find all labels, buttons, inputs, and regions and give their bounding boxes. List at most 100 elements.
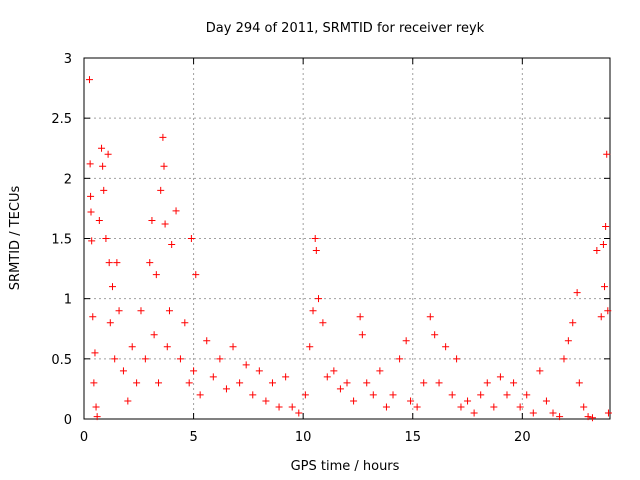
y-tick-label: 2.5 bbox=[51, 112, 72, 127]
data-point bbox=[137, 307, 145, 315]
data-point bbox=[209, 373, 217, 381]
data-point bbox=[242, 361, 250, 369]
data-point bbox=[560, 355, 568, 363]
data-point bbox=[106, 319, 114, 327]
data-point bbox=[306, 343, 314, 351]
data-point bbox=[104, 150, 112, 158]
y-tick-label: 2 bbox=[64, 172, 72, 187]
data-point bbox=[152, 271, 160, 279]
data-point bbox=[311, 235, 319, 242]
data-point bbox=[159, 133, 167, 141]
data-point bbox=[601, 283, 609, 291]
data-point bbox=[382, 403, 390, 411]
x-tick-label: 5 bbox=[189, 430, 197, 445]
data-point bbox=[87, 192, 95, 200]
data-point bbox=[150, 331, 158, 339]
data-point bbox=[172, 207, 180, 215]
data-point bbox=[124, 397, 132, 405]
data-point bbox=[95, 216, 103, 224]
data-point bbox=[295, 409, 303, 417]
data-point bbox=[133, 379, 141, 387]
data-point bbox=[185, 379, 193, 387]
data-point bbox=[483, 379, 491, 387]
data-point bbox=[236, 379, 244, 387]
data-point bbox=[358, 331, 366, 339]
x-tick-label: 20 bbox=[514, 430, 531, 445]
data-point bbox=[503, 391, 511, 399]
data-point bbox=[602, 222, 610, 230]
data-point bbox=[160, 162, 168, 170]
data-point bbox=[549, 409, 557, 417]
data-point bbox=[413, 403, 421, 411]
data-point bbox=[157, 186, 165, 194]
data-point bbox=[336, 385, 344, 393]
data-point bbox=[569, 319, 577, 327]
data-point bbox=[102, 235, 110, 242]
data-point bbox=[564, 337, 572, 345]
data-point bbox=[165, 307, 173, 315]
data-point bbox=[89, 313, 97, 321]
data-point bbox=[604, 409, 612, 417]
data-point bbox=[216, 355, 224, 363]
data-point bbox=[604, 307, 612, 315]
axis-ticks: 0 5 10 15 20 0 0.5 1 1.5 2 2.5 3 bbox=[51, 52, 610, 445]
data-point bbox=[98, 144, 106, 152]
data-point bbox=[356, 313, 364, 321]
data-point bbox=[88, 237, 96, 245]
data-point bbox=[192, 271, 200, 279]
data-point bbox=[343, 379, 351, 387]
data-point bbox=[99, 162, 107, 170]
data-point bbox=[376, 367, 384, 375]
y-tick-label: 0 bbox=[64, 413, 72, 428]
data-point bbox=[536, 367, 544, 375]
data-point bbox=[477, 391, 485, 399]
data-point bbox=[268, 379, 276, 387]
data-point bbox=[100, 186, 108, 194]
data-point bbox=[190, 367, 198, 375]
plot-frame bbox=[83, 57, 611, 420]
data-point bbox=[196, 391, 204, 399]
data-point bbox=[442, 343, 450, 351]
data-point bbox=[593, 247, 601, 255]
data-point bbox=[255, 367, 263, 375]
data-point bbox=[181, 319, 189, 327]
data-point bbox=[105, 259, 113, 267]
data-point bbox=[148, 216, 156, 224]
data-point bbox=[323, 373, 331, 381]
data-point bbox=[115, 307, 123, 315]
data-point bbox=[282, 373, 290, 381]
x-tick-label: 15 bbox=[404, 430, 421, 445]
data-point bbox=[431, 331, 439, 339]
data-point bbox=[87, 208, 95, 216]
chart-title: Day 294 of 2011, SRMTID for receiver rey… bbox=[206, 21, 485, 36]
data-point bbox=[369, 391, 377, 399]
data-point bbox=[350, 397, 358, 405]
data-point bbox=[597, 313, 605, 321]
data-point bbox=[315, 295, 323, 303]
data-point bbox=[599, 241, 607, 249]
data-point bbox=[203, 337, 211, 345]
data-point bbox=[523, 391, 531, 399]
data-point bbox=[168, 241, 176, 249]
data-point bbox=[516, 403, 524, 411]
data-point bbox=[163, 343, 171, 351]
data-point bbox=[584, 413, 592, 421]
data-point bbox=[301, 391, 309, 399]
data-point bbox=[113, 259, 121, 267]
data-point bbox=[275, 403, 283, 411]
data-point bbox=[90, 379, 98, 387]
y-tick-label: 3 bbox=[64, 52, 72, 67]
y-tick-label: 1 bbox=[64, 293, 72, 308]
data-point bbox=[510, 379, 518, 387]
data-point bbox=[222, 385, 230, 393]
y-axis-label: SRMTID / TECUs bbox=[8, 186, 23, 291]
data-point bbox=[187, 235, 195, 242]
data-point bbox=[111, 355, 119, 363]
data-point bbox=[435, 379, 443, 387]
data-point bbox=[396, 355, 404, 363]
data-point bbox=[176, 355, 184, 363]
y-tick-label: 1.5 bbox=[51, 233, 72, 248]
x-axis-label: GPS time / hours bbox=[291, 459, 400, 474]
data-point bbox=[363, 379, 371, 387]
